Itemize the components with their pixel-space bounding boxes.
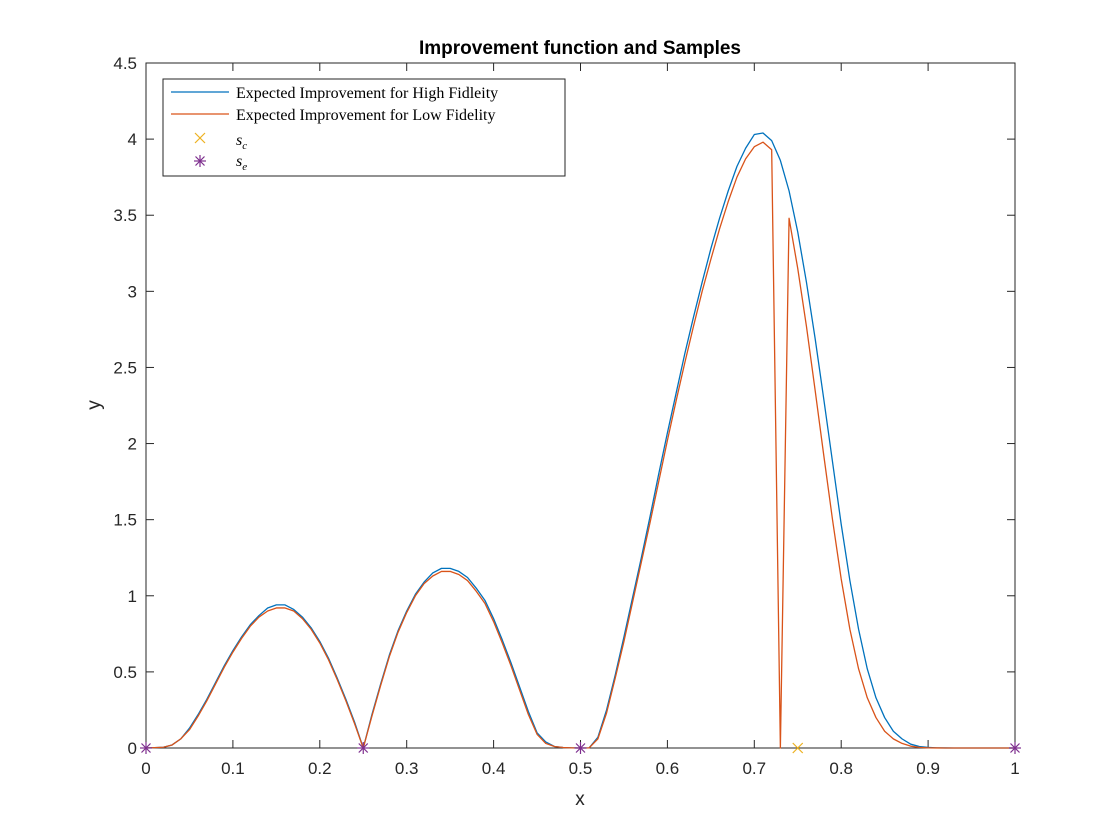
legend-label-low-fidelity: Expected Improvement for Low Fidelity [236, 107, 495, 124]
legend-label-high-fidelity: Expected Improvement for High Fidleity [236, 85, 498, 102]
legend-label-se: se [236, 153, 247, 173]
x-tick-label: 0.1 [221, 759, 245, 778]
legend-label-sc: sc [236, 132, 247, 152]
y-tick-label: 1 [128, 587, 137, 606]
y-tick-label: 1.5 [113, 511, 137, 530]
sample-marker-x [792, 742, 804, 754]
legend-marker-sc [194, 132, 206, 144]
y-tick-label: 4 [128, 130, 137, 149]
sample-marker-asterisk [140, 742, 152, 754]
x-tick-label: 1 [1010, 759, 1019, 778]
y-tick-label: 3 [128, 282, 137, 301]
x-tick-label: 0 [141, 759, 150, 778]
y-tick-label: 4.5 [113, 54, 137, 73]
legend-box [162, 78, 566, 177]
sample-marker-asterisk [357, 742, 370, 754]
series-line-1 [145, 141, 1015, 749]
x-axis-label: x [575, 789, 585, 810]
y-axis: 0 0.5 1 1.5 2 2.5 3 3.5 4 4.5 [113, 54, 1015, 758]
plot-area: 0 0.1 0.2 0.3 0.4 0.5 0.6 0.7 0.8 0.9 1 0 0.5 1 1.5 2 2… [113, 54, 1021, 778]
series-layer [140, 132, 1021, 754]
chart-title: Improvement function and Samples [419, 38, 741, 59]
y-tick-label: 2.5 [113, 358, 137, 377]
y-tick-label: 2 [128, 435, 137, 454]
sample-marker-asterisk [1009, 742, 1021, 754]
x-tick-label: 0.2 [308, 759, 332, 778]
x-tick-label: 0.9 [916, 759, 940, 778]
legend: Expected Improvement for High Fidleity E… [162, 78, 566, 177]
x-axis: 0 0.1 0.2 0.3 0.4 0.5 0.6 0.7 0.8 0.9 1 [141, 63, 1020, 778]
axes-box [145, 62, 1016, 749]
x-tick-label: 0.4 [482, 759, 506, 778]
sample-marker-asterisk [574, 742, 587, 754]
x-tick-label: 0.3 [395, 759, 419, 778]
x-tick-label: 0.6 [656, 759, 680, 778]
x-tick-label: 0.8 [829, 759, 853, 778]
y-tick-label: 0.5 [113, 663, 137, 682]
y-tick-label: 3.5 [113, 206, 137, 225]
y-tick-label: 0 [128, 739, 137, 758]
x-tick-label: 0.5 [569, 759, 593, 778]
y-axis-label: y [84, 400, 105, 410]
x-tick-label: 0.7 [742, 759, 766, 778]
legend-marker-se [194, 155, 206, 167]
